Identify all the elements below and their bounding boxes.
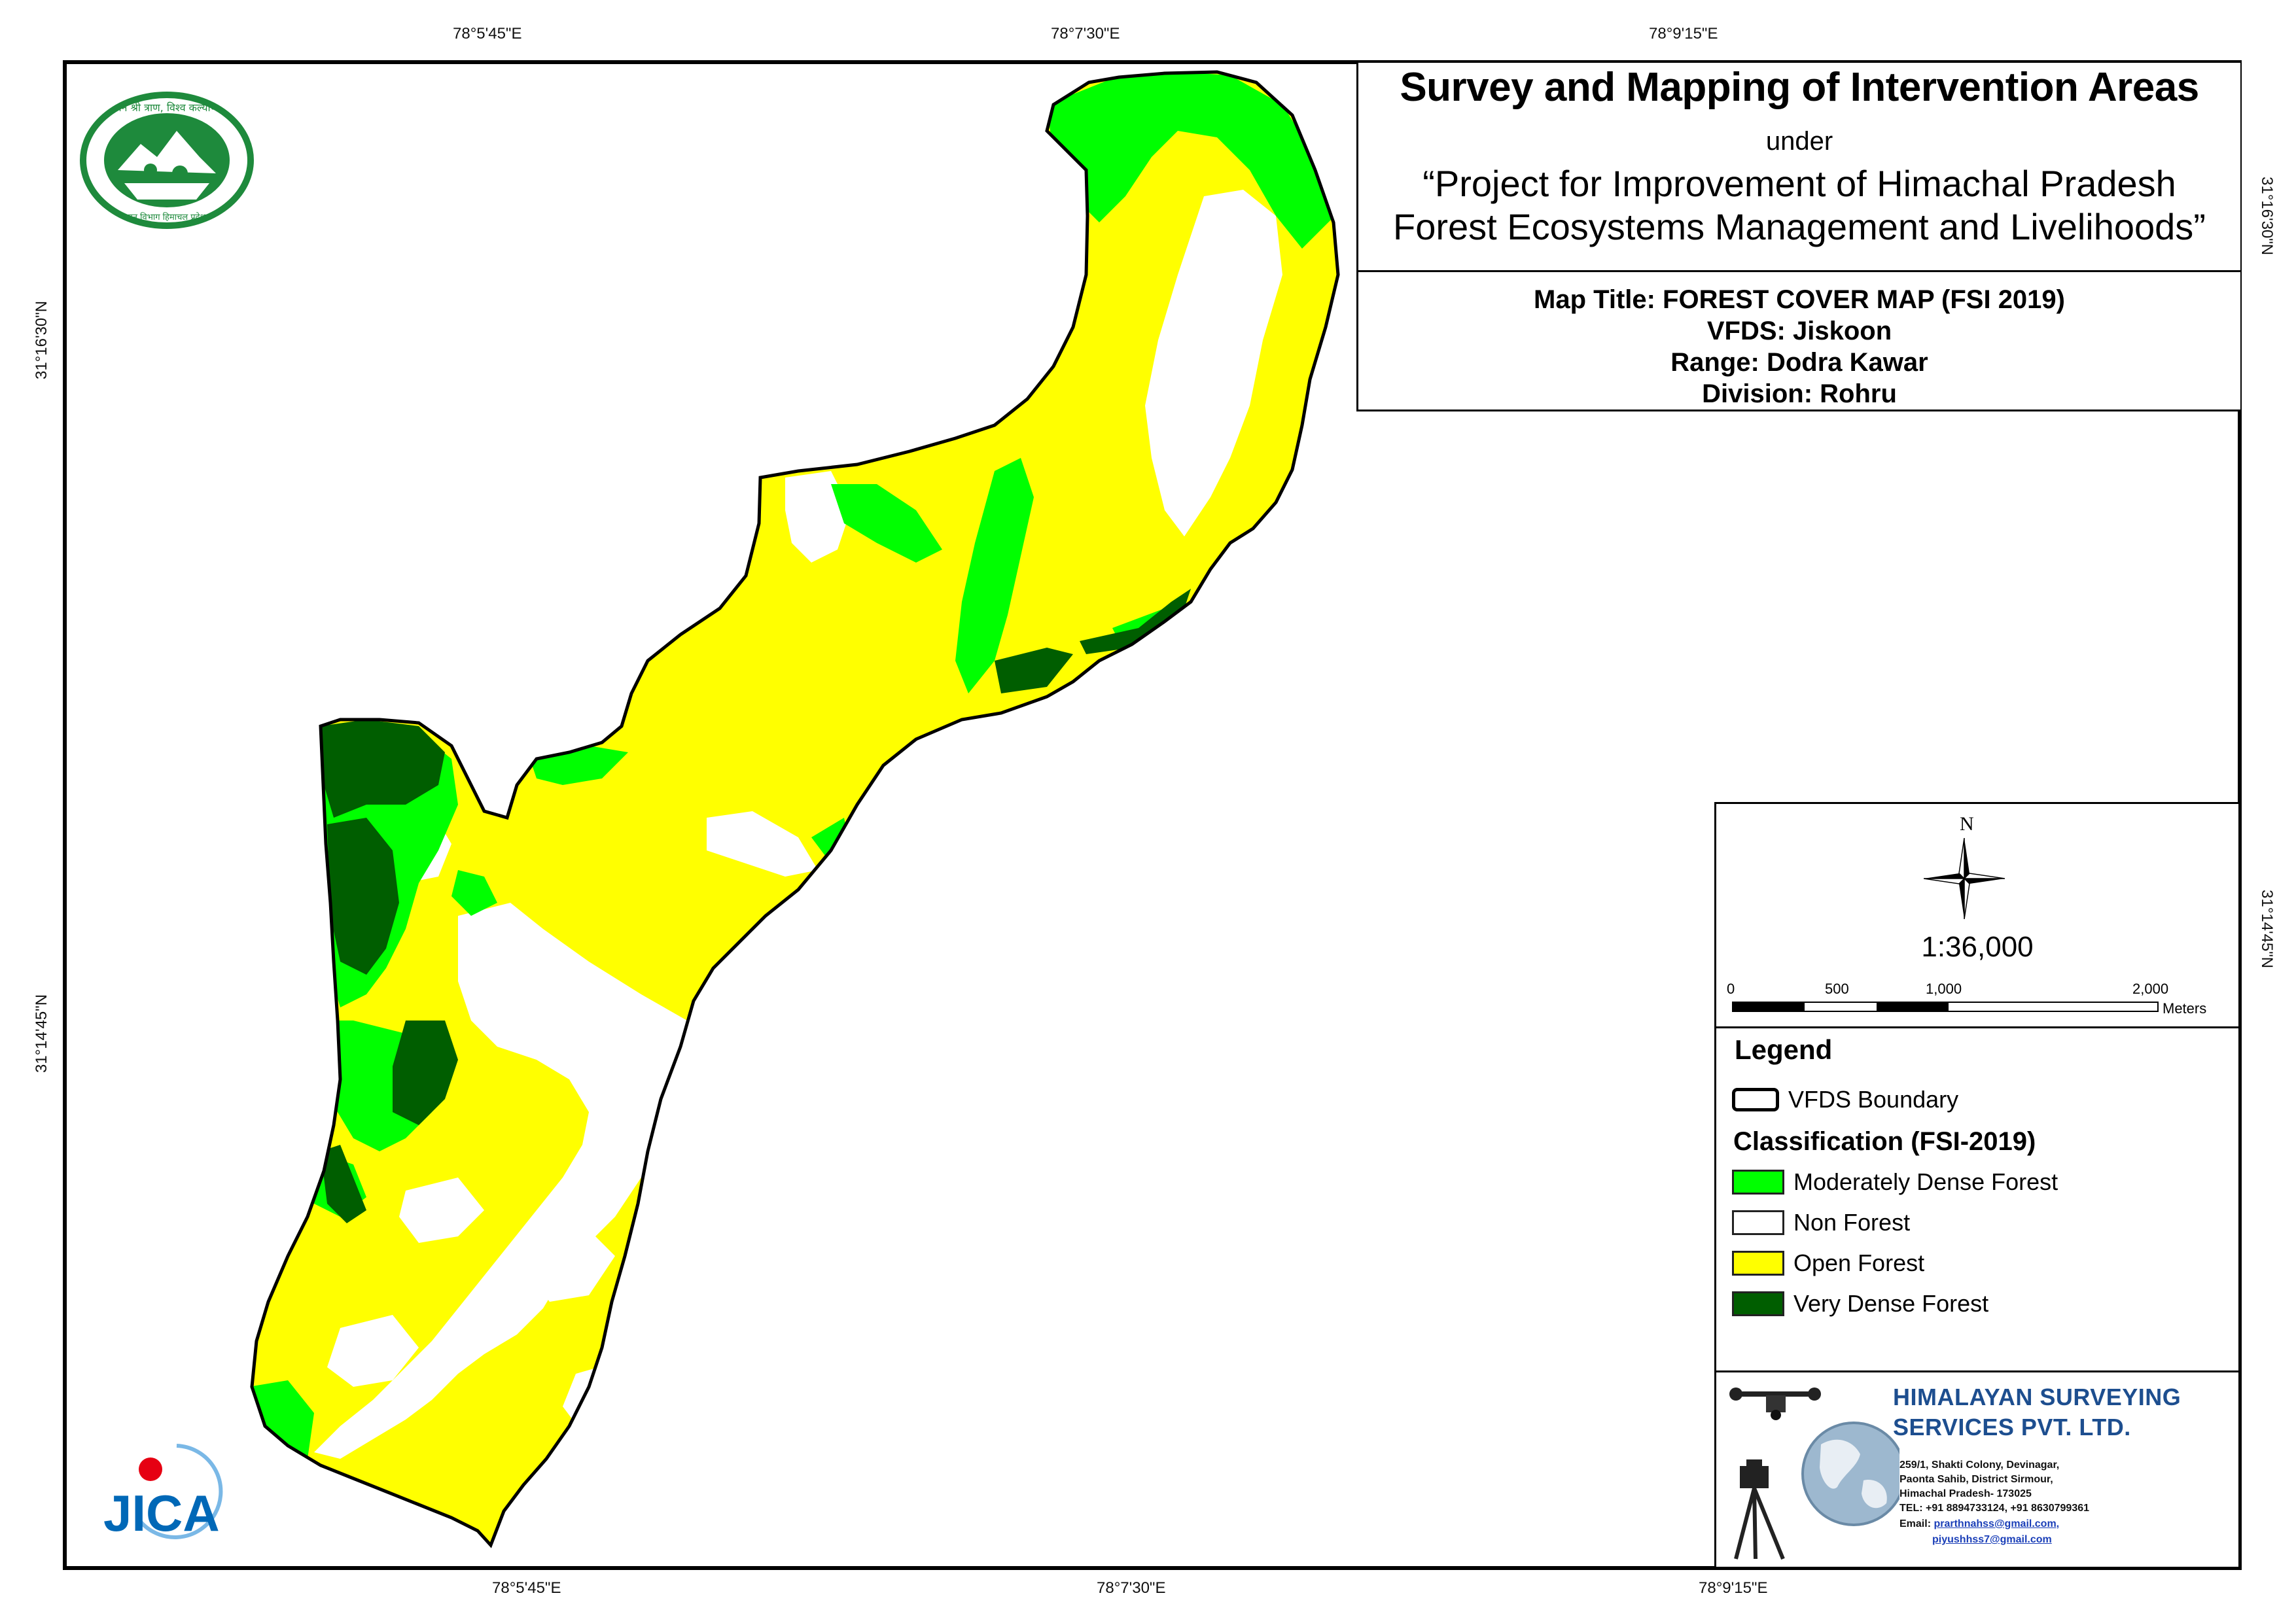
coord-top-2: 78°7'30"E <box>1051 25 1120 43</box>
company-name-line-2: SERVICES PVT. LTD. <box>1893 1414 2131 1440</box>
legend-label-very-dense: Very Dense Forest <box>1793 1290 1989 1317</box>
scale-bar <box>1732 1002 2159 1012</box>
legend-row-very-dense: Very Dense Forest <box>1732 1289 1988 1318</box>
scale-tick-0: 0 <box>1727 981 1735 997</box>
main-title: Survey and Mapping of Intervention Areas <box>1400 65 2199 110</box>
legend-divider-bottom <box>1716 1370 2238 1372</box>
coord-top-3: 78°9'15"E <box>1649 25 1718 43</box>
project-title-line-1: “Project for Improvement of Himachal Pra… <box>1422 163 2176 204</box>
jica-text: JICA <box>103 1484 220 1542</box>
north-label: N <box>1960 813 1974 835</box>
company-email-2[interactable]: piyushhss7@gmail.com <box>1932 1534 2052 1545</box>
legend-label-moderately-dense: Moderately Dense Forest <box>1793 1168 2058 1195</box>
scale-tick-2000: 2,000 <box>2132 981 2169 997</box>
project-title: “Project for Improvement of Himachal Pra… <box>1358 162 2240 249</box>
legend-row-boundary: VFDS Boundary <box>1732 1085 1958 1114</box>
title-under: under <box>1765 127 1833 156</box>
swatch-non-forest <box>1732 1210 1784 1235</box>
company-address-2: Paonta Sahib, District Sirmour, <box>1899 1474 2053 1485</box>
legend-row-moderately-dense: Moderately Dense Forest <box>1732 1168 2058 1196</box>
scale-unit: Meters <box>2163 1000 2207 1017</box>
legend-divider-top <box>1716 1026 2238 1028</box>
swatch-very-dense <box>1732 1291 1784 1316</box>
range-name: Range: Dodra Kawar <box>1670 348 1928 377</box>
legend-label-open-forest: Open Forest <box>1793 1249 1925 1276</box>
company-logo <box>1729 1387 1899 1560</box>
coord-bottom-3: 78°9'15"E <box>1699 1579 1768 1597</box>
legend-label-non-forest: Non Forest <box>1793 1209 1911 1236</box>
swatch-moderately-dense <box>1732 1170 1784 1195</box>
legend-title: Legend <box>1735 1034 1833 1065</box>
title-block: Survey and Mapping of Intervention Areas… <box>1356 63 2240 411</box>
forest-dept-motto: वन श्री त्राण, विश्व कल्याण <box>116 101 219 114</box>
title-divider <box>1358 270 2240 272</box>
project-title-line-2: Forest Ecosystems Management and Livelih… <box>1393 206 2206 247</box>
company-address-1: 259/1, Shakti Colony, Devinagar, <box>1899 1459 2060 1471</box>
company-address-3: Himachal Pradesh- 173025 <box>1899 1488 2032 1499</box>
coord-top-1: 78°5'45"E <box>453 25 522 43</box>
scale-tick-1000: 1,000 <box>1926 981 1962 997</box>
legend-row-open-forest: Open Forest <box>1732 1249 1924 1278</box>
legend-panel: N 1:36,000 0 500 1,000 2,000 Meters Lege… <box>1714 802 2240 1569</box>
division-name: Division: Rohru <box>1702 379 1897 408</box>
company-phone: TEL: +91 8894733124, +91 8630799361 <box>1899 1503 2090 1514</box>
company-name: HIMALAYAN SURVEYING SERVICES PVT. LTD. <box>1893 1382 2181 1442</box>
vfds-name: VFDS: Jiskoon <box>1706 317 1892 345</box>
swatch-open-forest <box>1732 1251 1784 1276</box>
forest-department-logo: वन श्री त्राण, विश्व कल्याण वन विभाग हिम… <box>80 92 254 229</box>
company-email-row-2: piyushhss7@gmail.com <box>1932 1534 2052 1546</box>
legend-label-boundary: VFDS Boundary <box>1788 1086 1959 1113</box>
legend-row-non-forest: Non Forest <box>1732 1208 1910 1237</box>
coord-bottom-1: 78°5'45"E <box>492 1579 561 1597</box>
boundary-swatch <box>1732 1088 1779 1111</box>
forest-dept-name: वन विभाग हिमाचल प्रदेश <box>128 212 207 222</box>
classification-title: Classification (FSI-2019) <box>1733 1127 2036 1156</box>
company-email-1[interactable]: prarthnahss@gmail.com, <box>1934 1518 2060 1529</box>
coord-bottom-2: 78°7'30"E <box>1097 1579 1166 1597</box>
scale-ratio: 1:36,000 <box>1921 931 2034 963</box>
scale-tick-500: 500 <box>1825 981 1849 997</box>
very-dense-forest-areas <box>321 589 1191 1223</box>
email-label: Email: <box>1899 1518 1932 1529</box>
company-email-row-1: Email: prarthnahss@gmail.com, <box>1899 1518 2059 1530</box>
compass-rose-icon <box>1924 838 2005 919</box>
company-name-line-1: HIMALAYAN SURVEYING <box>1893 1384 2181 1410</box>
map-title: Map Title: FOREST COVER MAP (FSI 2019) <box>1534 285 2065 314</box>
jica-logo: JICA <box>103 1444 223 1542</box>
